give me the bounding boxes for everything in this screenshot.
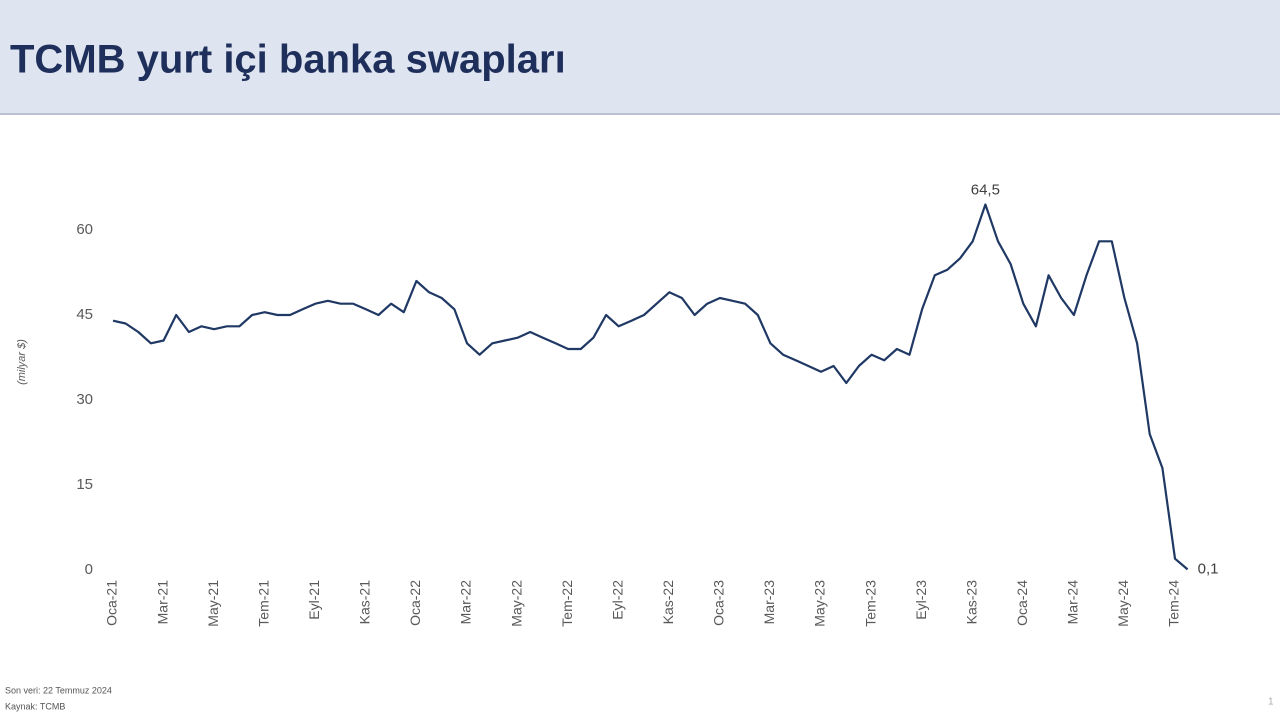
x-tick-label: Oca-24	[1014, 580, 1030, 626]
x-tick-label: Mar-23	[761, 580, 777, 625]
x-tick-label: Tem-21	[255, 580, 271, 627]
x-tick-label: Oca-23	[711, 580, 727, 626]
x-tick-label: May-24	[1115, 580, 1131, 627]
x-tick-label: Eyl-21	[306, 580, 322, 620]
page-number: 1	[1268, 697, 1274, 708]
y-tick-label: 15	[76, 476, 93, 493]
y-tick-label: 45	[76, 306, 93, 323]
data-line	[112, 203, 1189, 571]
x-tick-label: Mar-21	[154, 580, 170, 625]
x-tick-label: May-22	[508, 580, 524, 627]
plot: 0 15 30 45 60 Oca-21 Mar-21 May-21 Tem-21 Eyl-21 K…	[76, 181, 1218, 626]
x-tick-label: Tem-24	[1166, 580, 1182, 627]
x-tick-label: Oca-22	[407, 580, 423, 626]
x-tick-label: Kas-23	[963, 580, 979, 625]
x-tick-label: Tem-23	[862, 580, 878, 627]
x-tick-label: Tem-22	[559, 580, 575, 627]
data-label: 64,5	[971, 181, 1000, 198]
y-tick-label: 0	[85, 561, 93, 578]
slide-title: TCMB yurt içi banka swapları	[10, 38, 566, 82]
x-tick-label: May-21	[205, 580, 221, 627]
x-tick-label: Oca-21	[104, 580, 120, 626]
x-tick-label: Mar-22	[458, 580, 474, 625]
footer-note: Son veri: 22 Temmuz 2024	[5, 685, 112, 695]
x-tick-label: Kas-21	[357, 580, 373, 625]
x-tick-label: Eyl-23	[913, 580, 929, 620]
x-tick-label: Kas-22	[660, 580, 676, 625]
footer-note: Kaynak: TCMB	[5, 701, 65, 711]
x-tick-label: Mar-24	[1065, 580, 1081, 625]
y-axis-label: (milyar $)	[16, 339, 28, 385]
x-tick-label: May-23	[812, 580, 828, 627]
data-label: 0,1	[1198, 560, 1219, 577]
x-tick-label: Eyl-22	[609, 580, 625, 620]
y-tick-label: 60	[76, 221, 93, 238]
header-band	[0, 0, 1280, 114]
y-tick-label: 30	[76, 391, 93, 408]
